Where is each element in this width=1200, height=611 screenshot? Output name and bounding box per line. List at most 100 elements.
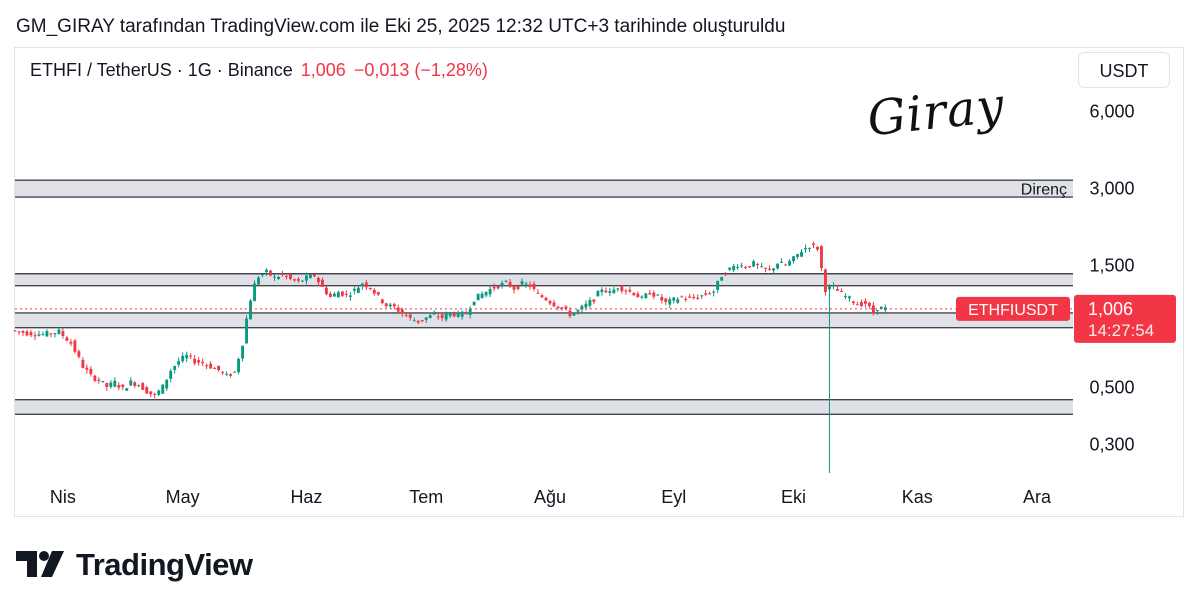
candle — [644, 292, 648, 299]
candle — [432, 310, 436, 315]
candle — [764, 267, 768, 273]
candle — [93, 374, 97, 383]
candle — [520, 278, 524, 286]
symbol-tag-label: ETHFIUSDT — [968, 302, 1058, 319]
candle — [875, 309, 879, 315]
zone-1 — [15, 273, 1073, 286]
candle — [544, 296, 548, 302]
candle — [109, 380, 113, 389]
candle — [472, 301, 476, 306]
candle — [408, 313, 412, 321]
candle — [688, 293, 692, 299]
candle — [824, 268, 827, 296]
candle — [816, 246, 819, 252]
candle — [496, 285, 500, 290]
candle — [25, 329, 29, 337]
candle — [404, 313, 408, 317]
candle — [209, 361, 213, 369]
candle — [177, 357, 181, 368]
candle — [213, 366, 217, 370]
candle — [504, 279, 508, 283]
candle — [820, 245, 823, 272]
candle — [233, 371, 237, 373]
candle — [17, 330, 21, 336]
candle — [576, 309, 580, 315]
candle — [772, 267, 776, 274]
symbol-title[interactable]: ETHFI / TetherUS · 1G · Binance — [30, 60, 293, 80]
candle — [328, 291, 332, 298]
candle — [696, 294, 700, 300]
candle — [863, 298, 867, 308]
candle — [113, 377, 117, 388]
candle — [548, 299, 552, 306]
candle — [596, 289, 600, 297]
candles-group — [13, 241, 887, 474]
candle — [568, 307, 572, 319]
candle — [788, 259, 791, 267]
candle — [301, 280, 304, 283]
candle — [452, 311, 456, 318]
tradingview-wordmark: TradingView — [76, 547, 253, 582]
candle — [348, 292, 352, 301]
candle — [867, 301, 871, 309]
candle — [684, 296, 688, 302]
candle — [396, 304, 400, 313]
candle — [257, 276, 260, 286]
candle — [616, 287, 620, 292]
price-change: −0,013 (−1,28%) — [353, 60, 488, 80]
candle — [540, 293, 544, 298]
candle — [776, 263, 779, 270]
candle — [400, 307, 404, 317]
candle — [855, 301, 859, 306]
candle — [480, 291, 484, 299]
candle — [297, 277, 300, 283]
candle — [456, 310, 460, 318]
candle — [305, 272, 308, 285]
candle — [97, 377, 101, 384]
currency-button[interactable]: USDT — [1078, 52, 1170, 88]
candle — [668, 296, 672, 309]
candle — [859, 299, 863, 307]
candle — [508, 278, 512, 289]
bar-countdown: 14:27:54 — [1088, 321, 1154, 340]
candle — [444, 311, 448, 322]
candle — [620, 284, 624, 294]
candle — [632, 292, 636, 296]
candle — [273, 274, 276, 281]
chart-frame — [14, 47, 1184, 517]
symbol-legend: ETHFI / TetherUS · 1G · Binance 1,006 −0,0… — [30, 60, 488, 81]
candle — [744, 265, 748, 270]
candle — [532, 281, 536, 292]
candle — [45, 329, 49, 338]
candle — [843, 293, 847, 300]
candle — [265, 268, 268, 276]
candle — [556, 306, 560, 311]
candle — [780, 258, 783, 263]
candle — [840, 288, 843, 292]
candle — [364, 279, 368, 291]
candle — [700, 294, 704, 299]
candle — [340, 291, 344, 298]
candle — [41, 331, 45, 336]
candle — [608, 288, 612, 297]
candle — [847, 295, 851, 302]
candle — [851, 300, 855, 306]
candle — [804, 244, 807, 253]
last-price-tag-value: 1,006 — [1088, 299, 1133, 319]
x-tick-label: May — [166, 487, 200, 507]
candle — [69, 339, 73, 347]
candle — [572, 312, 576, 317]
candle — [724, 271, 728, 277]
candle — [33, 331, 37, 341]
candle — [424, 317, 428, 323]
candle — [588, 297, 592, 309]
candle — [133, 381, 137, 388]
candle — [808, 247, 811, 253]
candle — [149, 391, 153, 398]
candle — [145, 385, 149, 394]
candle — [528, 281, 532, 290]
candle — [73, 338, 77, 354]
candle — [29, 329, 33, 338]
candle — [37, 330, 41, 337]
